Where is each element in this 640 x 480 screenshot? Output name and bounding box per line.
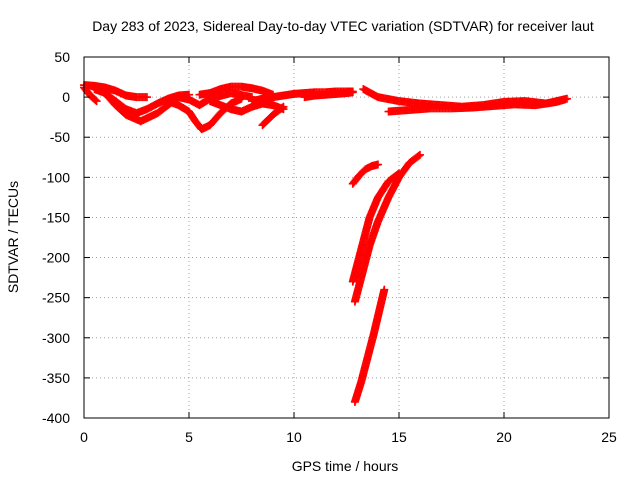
x-axis-label: GPS time / hours (292, 458, 399, 474)
y-tick-label: 0 (62, 89, 70, 105)
y-axis-tick-labels: 50 0 -50 -100 -150 -200 -250 -300 -350 -400 (42, 49, 70, 426)
y-axis-label: SDTVAR / TECUs (5, 181, 21, 293)
series-arc-10 (258, 102, 288, 130)
data-series (80, 81, 571, 406)
x-tick-label: 0 (80, 429, 88, 445)
series-arc-6 (164, 94, 246, 134)
y-tick-label: -100 (42, 169, 70, 185)
x-axis-tick-labels: 0 5 10 15 20 25 (80, 429, 617, 445)
y-tick-label: -350 (42, 370, 70, 386)
y-tick-label: -250 (42, 290, 70, 306)
y-tick-label: -50 (50, 129, 70, 145)
series-arc-13 (384, 95, 569, 116)
axis-ticks (83, 56, 610, 419)
series-arc-11 (300, 88, 357, 102)
x-tick-label: 20 (496, 429, 512, 445)
series-arc-7 (195, 82, 277, 99)
y-tick-label: -200 (42, 250, 70, 266)
x-tick-label: 5 (185, 429, 193, 445)
series-arc-17 (350, 285, 389, 406)
series-arc-16 (350, 150, 424, 306)
x-tick-label: 15 (391, 429, 407, 445)
x-tick-label: 25 (601, 429, 617, 445)
grid (84, 57, 609, 418)
x-tick-label: 10 (286, 429, 302, 445)
series-arc-2 (80, 83, 101, 106)
y-tick-label: 50 (54, 49, 70, 65)
y-tick-label: -300 (42, 330, 70, 346)
series-arc-14 (348, 160, 382, 188)
y-tick-label: -150 (42, 209, 70, 225)
series-arc-15 (348, 169, 403, 286)
series-arc-4 (101, 89, 145, 126)
y-tick-label: -400 (42, 410, 70, 426)
chart-title: Day 283 of 2023, Sidereal Day-to-day VTE… (92, 18, 594, 34)
plot-frame (83, 56, 610, 419)
